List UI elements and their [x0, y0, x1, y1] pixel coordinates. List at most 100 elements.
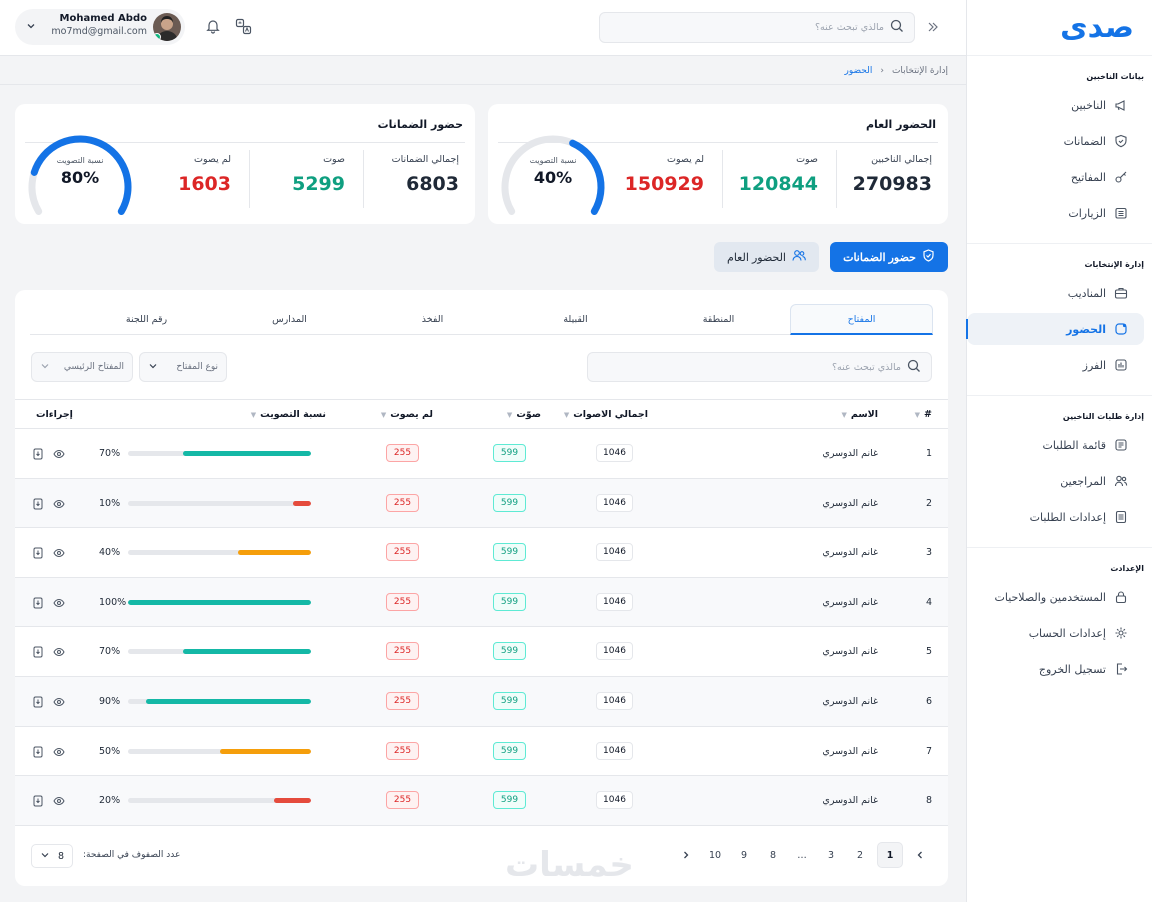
table-row[interactable]: 7 غانم الدوسري 1046 599 255 50%	[15, 727, 948, 777]
stat-value: 5299	[292, 173, 345, 195]
page-button[interactable]: 8	[769, 849, 777, 861]
tab[interactable]: المنطقة	[702, 313, 735, 325]
column-rate[interactable]: نسبة التصويت ▼	[251, 409, 326, 420]
tab[interactable]: المدارس	[272, 313, 307, 325]
eye-icon[interactable]	[53, 547, 65, 559]
column-num[interactable]: # ▼	[915, 409, 932, 420]
table-row[interactable]: 5 غانم الدوسري 1046 599 255 70%	[15, 627, 948, 677]
row-name: غانم الدوسري	[822, 547, 878, 559]
turnout-progress-fill	[219, 748, 311, 754]
table-row[interactable]: 6 غانم الدوسري 1046 599 255 90%	[15, 677, 948, 727]
eye-icon[interactable]	[53, 646, 65, 658]
main-key-select[interactable]: المفتاح الرئيسي	[31, 352, 133, 382]
turnout-rate: 70%	[99, 448, 121, 459]
download-icon[interactable]	[32, 448, 44, 460]
turnout-progress-bar	[128, 599, 311, 605]
tab[interactable]: المفتاح	[790, 304, 933, 335]
download-icon[interactable]	[32, 597, 44, 609]
eye-icon[interactable]	[53, 448, 65, 460]
search-icon	[907, 359, 921, 376]
page-button[interactable]: 10	[708, 849, 722, 861]
table-search-input[interactable]: مالذي تبحث عنه؟	[587, 352, 932, 382]
sidebar-item[interactable]: إعدادات الحساب	[967, 617, 1144, 649]
row-name: غانم الدوسري	[822, 745, 878, 757]
sidebar-item[interactable]: الضمانات	[967, 125, 1144, 157]
collapse-sidebar-icon[interactable]	[926, 20, 940, 37]
not-voted-badge: 255	[386, 592, 419, 611]
column-voted[interactable]: صوّت ▼	[507, 409, 541, 420]
sidebar-item[interactable]: إعدادات الطلبات	[967, 501, 1144, 533]
download-icon[interactable]	[32, 795, 44, 807]
eye-icon[interactable]	[53, 696, 65, 708]
column-not-voted[interactable]: لم يصوت ▼	[381, 409, 433, 420]
row-number: 5	[925, 646, 932, 658]
stat-label: إجمالي الضمانات	[391, 154, 459, 165]
sidebar-item-label: المناديب	[1067, 286, 1106, 300]
page-button[interactable]: 9	[740, 849, 748, 861]
eye-icon[interactable]	[53, 795, 65, 807]
table-row[interactable]: 1 غانم الدوسري 1046 599 255 70%	[15, 429, 948, 479]
per-page-select[interactable]: 8	[31, 844, 73, 868]
column-total[interactable]: اجمالي الاصوات ▼	[564, 409, 648, 420]
eye-icon[interactable]	[53, 498, 65, 510]
topbar: Mohamed Abdo mo7md@gmail.com مالذي تبحث …	[0, 0, 966, 56]
table-row[interactable]: 2 غانم الدوسري 1046 599 255 10%	[15, 478, 948, 529]
turnout-progress-fill	[292, 500, 311, 506]
page-button[interactable]: 3	[827, 849, 835, 861]
table-row[interactable]: 3 غانم الدوسري 1046 599 255 40%	[15, 528, 948, 578]
turnout-rate: 90%	[99, 696, 121, 707]
sort-icon: ▼	[506, 410, 513, 419]
brand-logo: صدى	[967, 0, 1152, 56]
page-button[interactable]: 2	[856, 849, 864, 861]
tab[interactable]: القبيلة	[563, 313, 588, 325]
sidebar-item[interactable]: تسجيل الخروج	[967, 653, 1144, 685]
tab[interactable]: رقم اللجنة	[125, 313, 168, 325]
bell-icon[interactable]	[205, 18, 223, 36]
total-votes-badge: 1046	[596, 592, 633, 611]
download-icon[interactable]	[32, 547, 44, 559]
turnout-rate: 40%	[99, 547, 121, 559]
tab[interactable]: الفخذ	[421, 313, 444, 325]
translate-icon[interactable]	[235, 18, 253, 36]
eye-icon[interactable]	[53, 597, 65, 609]
key-type-select[interactable]: نوع المفتاح	[139, 352, 227, 382]
table-row[interactable]: 4 غانم الدوسري 1046 599 255 100%	[15, 577, 948, 628]
chevron-down-icon	[148, 361, 158, 374]
not-voted-badge: 255	[386, 543, 419, 562]
voted-badge: 599	[493, 493, 526, 512]
turnout-progress-fill	[274, 798, 311, 804]
table-search-placeholder: مالذي تبحث عنه؟	[832, 361, 901, 373]
sidebar-item[interactable]: المستخدمين والصلاحيات	[967, 581, 1144, 613]
row-name: غانم الدوسري	[822, 795, 878, 807]
sidebar-item[interactable]: قائمة الطلبات	[967, 429, 1144, 461]
button-label: حضور الضمانات	[843, 251, 916, 264]
next-page-icon[interactable]	[907, 842, 933, 868]
column-name[interactable]: الاسم ▼	[841, 409, 878, 420]
row-name: غانم الدوسري	[822, 646, 878, 658]
sidebar-item[interactable]: الحضور	[966, 313, 1144, 345]
download-icon[interactable]	[32, 746, 44, 758]
sidebar-item[interactable]: الناخبين	[967, 89, 1144, 121]
guarantees-attendance-button[interactable]: حضور الضمانات	[830, 242, 948, 272]
download-icon[interactable]	[32, 646, 44, 658]
prev-page-icon[interactable]	[673, 842, 699, 868]
download-icon[interactable]	[32, 696, 44, 708]
top-search-input[interactable]: مالذي تبحث عنه؟	[599, 12, 915, 43]
voted-badge: 599	[493, 592, 526, 611]
breadcrumb-parent[interactable]: إدارة الإنتخابات	[891, 65, 948, 76]
sidebar-item[interactable]: المناديب	[967, 277, 1144, 309]
general-attendance-button[interactable]: الحضور العام	[714, 242, 819, 272]
sidebar-item[interactable]: المفاتيح	[967, 161, 1144, 193]
sidebar-item-label: إعدادات الحساب	[1028, 626, 1106, 640]
download-icon[interactable]	[32, 498, 44, 510]
page-button[interactable]: 1	[877, 842, 903, 868]
sidebar-item[interactable]: المراجعين	[967, 465, 1144, 497]
column-label: صوّت	[516, 409, 541, 420]
eye-icon[interactable]	[53, 746, 65, 758]
stat-label: لم يصوت	[194, 154, 231, 165]
sidebar-item[interactable]: الزيارات	[967, 197, 1144, 229]
sidebar-item[interactable]: الفرز	[967, 349, 1144, 381]
total-votes-badge: 1046	[596, 741, 633, 760]
user-menu[interactable]: Mohamed Abdo mo7md@gmail.com	[15, 9, 185, 45]
table-row[interactable]: 8 غانم الدوسري 1046 599 255 20%	[15, 776, 948, 826]
